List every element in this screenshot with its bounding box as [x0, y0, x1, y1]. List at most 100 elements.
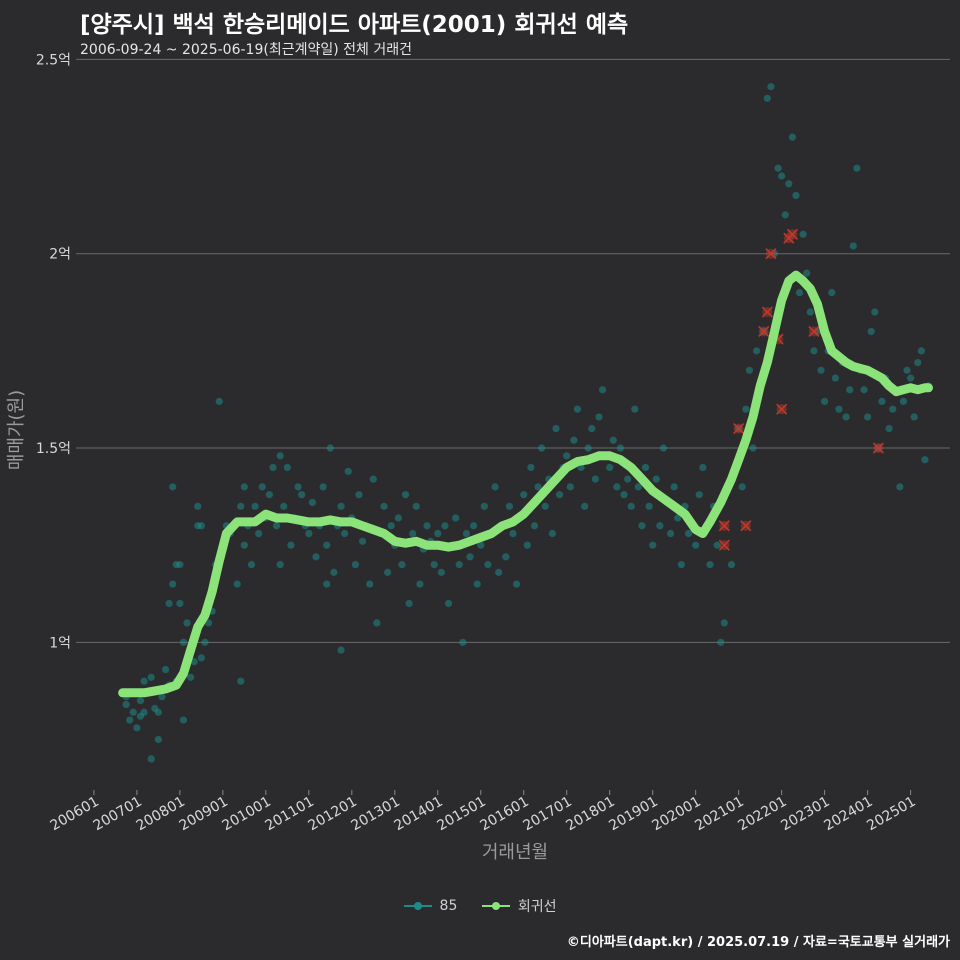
scatter-point	[437, 568, 445, 576]
scatter-point	[469, 522, 478, 530]
scatter-point	[147, 673, 155, 681]
regression-line	[118, 270, 933, 698]
scatter-point	[337, 502, 345, 510]
legend-label-regression: 회귀선	[517, 899, 557, 915]
scatter-point	[512, 580, 521, 588]
scatter-point	[190, 658, 198, 666]
scatter-point	[627, 502, 635, 510]
scatter-point	[692, 541, 700, 549]
scatter-point	[165, 599, 173, 608]
scatter-point	[502, 553, 510, 561]
legend-swatch-regression	[481, 899, 510, 913]
scatter-point	[384, 568, 392, 576]
scatter-point	[480, 502, 488, 510]
y-tick-label: 1억	[49, 635, 71, 651]
scatter-point	[652, 475, 660, 483]
scatter-point	[459, 638, 467, 646]
scatter-point	[781, 211, 789, 219]
scatter-point	[867, 327, 875, 336]
scatter-point	[355, 491, 363, 499]
scatter-point	[591, 475, 599, 483]
scatter-point	[598, 386, 607, 394]
regression-series	[118, 270, 933, 698]
scatter-point	[555, 491, 564, 499]
scatter-point	[462, 529, 471, 538]
scatter-point	[387, 522, 395, 530]
scatter-point	[298, 491, 306, 499]
scatter-point	[194, 502, 202, 510]
scatter-point	[674, 514, 682, 522]
scatter-point	[903, 366, 911, 374]
scatter-point	[140, 677, 148, 685]
outlier-point	[718, 520, 730, 532]
x-tick-labels: 2006012007012008012009012010012011012012…	[48, 790, 919, 834]
scatter-point	[917, 347, 925, 355]
scatter-point	[921, 456, 929, 464]
scatter-point	[570, 436, 578, 444]
scatter-point	[197, 654, 205, 662]
scatter-point	[899, 397, 908, 405]
scatter-point	[606, 463, 614, 472]
scatter-point	[541, 502, 549, 510]
outlier-point	[776, 403, 788, 415]
scatter-point	[505, 502, 514, 510]
scatter-point	[624, 475, 632, 483]
scatter-point	[634, 483, 642, 491]
outlier-point	[758, 325, 770, 338]
scatter-point	[176, 561, 184, 569]
chart-subtitle: 2006-09-24 ~ 2025-06-19(최근계약일) 전체 거래건	[80, 42, 412, 58]
outlier-point	[718, 539, 730, 551]
scatter-point	[441, 522, 449, 530]
scatter-point	[670, 483, 678, 491]
scatter-point	[412, 502, 420, 510]
scatter-point	[849, 242, 857, 250]
scatter-point	[641, 463, 650, 472]
scatter-point	[566, 483, 574, 491]
x-tick-label: 202401	[821, 794, 875, 835]
y-tick-labels: 1억 1.5억 2억 2.5억	[36, 52, 71, 651]
outlier-cross	[758, 325, 770, 338]
scatter-point	[283, 463, 291, 472]
x-tick-label: 201001	[220, 794, 274, 835]
scatter-point	[491, 483, 499, 491]
scatter-point	[520, 491, 528, 499]
scatter-point	[684, 529, 693, 538]
scatter-point	[821, 397, 829, 405]
outlier-cross	[786, 228, 798, 240]
scatter-point	[792, 191, 800, 200]
x-tick-label: 200701	[91, 794, 145, 835]
x-tick-label: 201301	[349, 794, 403, 835]
scatter-point	[853, 164, 861, 172]
scatter-point	[563, 452, 571, 460]
scatter-point	[183, 619, 191, 627]
scatter-point	[509, 529, 517, 538]
outlier-point	[872, 442, 884, 454]
scatter-point	[272, 522, 281, 530]
scatter-point	[806, 308, 814, 316]
scatter-point	[914, 358, 922, 367]
scatter-point	[247, 561, 256, 569]
scatter-point	[129, 708, 137, 716]
scatter-point	[276, 561, 284, 569]
scatter-point	[358, 537, 367, 545]
scatter-point	[308, 498, 317, 507]
scatter-point	[444, 599, 453, 608]
scatter-point	[169, 483, 177, 491]
scatter-point	[910, 413, 918, 421]
scatter-point	[176, 599, 184, 608]
scatter-point	[477, 541, 485, 549]
scatter-point	[169, 580, 177, 588]
scatter-point	[430, 561, 438, 569]
scatter-point	[588, 425, 596, 433]
scatter-point	[699, 463, 707, 472]
x-tick-label: 200801	[134, 794, 188, 835]
scatter-point	[828, 288, 836, 297]
x-tick-label: 201601	[477, 794, 531, 835]
scatter-point	[305, 529, 313, 538]
outlier-cross	[718, 520, 730, 532]
scatter-point	[767, 83, 775, 91]
scatter-point	[656, 522, 664, 530]
scatter-point	[380, 502, 388, 510]
scatter-point	[312, 553, 320, 561]
